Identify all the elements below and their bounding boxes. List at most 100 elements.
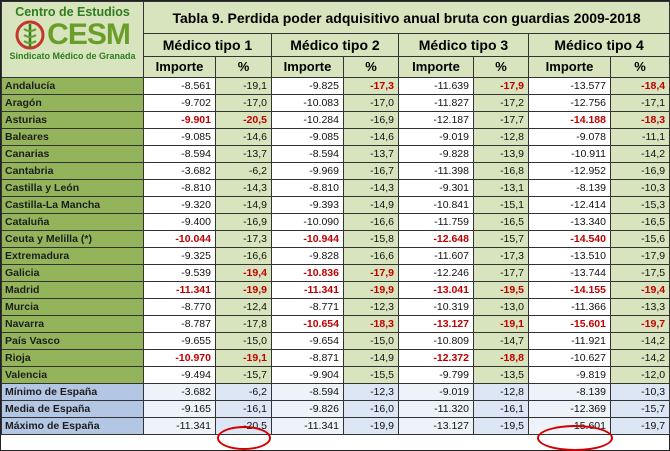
- summary-importe-cell: -15.601: [528, 417, 611, 435]
- region-label: Madrid: [1, 281, 144, 299]
- summary-percent-cell: -12,8: [473, 383, 529, 401]
- logo-top-text: Centro de Estudios: [15, 5, 130, 19]
- importe-cell: -11.341: [271, 281, 344, 299]
- importe-cell: -9.655: [143, 332, 216, 350]
- summary-percent-cell: -19,9: [343, 417, 399, 435]
- importe-cell: -9.494: [143, 366, 216, 384]
- percent-cell: -17,7: [473, 111, 529, 129]
- importe-cell: -9.969: [271, 162, 344, 180]
- importe-cell: -9.085: [271, 128, 344, 146]
- percent-cell: -15,0: [215, 332, 272, 350]
- importe-cell: -10.809: [398, 332, 474, 350]
- summary-row: Media de España -9.165 -16,1 -9.826 -16,0 -11…: [1, 400, 670, 418]
- importe-cell: -12.187: [398, 111, 474, 129]
- percent-cell: -18,4: [609, 77, 670, 95]
- percent-cell: -17,8: [215, 315, 272, 333]
- summary-percent-cell: -16,0: [343, 400, 399, 418]
- table-row: Aragón -9.702 -17,0 -10.083 -17,0 -11.827 -17,…: [1, 94, 670, 112]
- importe-cell: -9.904: [271, 366, 344, 384]
- importe-cell: -8.771: [271, 298, 344, 316]
- percent-cell: -14,9: [343, 349, 399, 367]
- summary-percent-cell: -19,7: [609, 417, 670, 435]
- table-row: Castilla y León -8.810 -14,3 -8.810 -14,3 -9.…: [1, 179, 670, 197]
- percent-cell: -18,3: [609, 111, 670, 129]
- table-row: Madrid -11.341 -19,9 -11.341 -19,9 -13.041 -19…: [1, 281, 670, 299]
- percent-cell: -19,1: [215, 349, 272, 367]
- table-row: Rioja -10.970 -19,1 -8.871 -14,9 -12.372 -18,8…: [1, 349, 670, 367]
- percent-cell: -16,5: [609, 213, 670, 231]
- percent-cell: -13,7: [215, 145, 272, 163]
- percent-cell: -18,3: [343, 315, 399, 333]
- importe-cell: -15.601: [528, 315, 611, 333]
- percent-cell: -12,0: [609, 366, 670, 384]
- importe-cell: -8.810: [143, 179, 216, 197]
- cesm-logo: Centro de Estudios CESM Sindicato Médico…: [1, 1, 144, 78]
- percent-cell: -17,3: [473, 247, 529, 265]
- importe-cell: -11.921: [528, 332, 611, 350]
- percent-cell: -19,1: [473, 315, 529, 333]
- region-label: Cantabria: [1, 162, 144, 180]
- region-label: Navarra: [1, 315, 144, 333]
- percent-cell: -16,6: [343, 247, 399, 265]
- logo-bottom-text: Sindicato Médico de Granada: [9, 51, 136, 61]
- importe-cell: -10.627: [528, 349, 611, 367]
- importe-cell: -10.970: [143, 349, 216, 367]
- table-title: Tabla 9. Perdida poder adquisitivo anual…: [142, 1, 670, 34]
- percent-cell: -14,6: [215, 128, 272, 146]
- column-group-header: Médico tipo 2: [271, 33, 399, 57]
- importe-cell: -13.340: [528, 213, 611, 231]
- importe-cell: -12.246: [398, 264, 474, 282]
- percent-cell: -13,9: [473, 145, 529, 163]
- percent-cell: -17,2: [473, 94, 529, 112]
- table-row: Valencia -9.494 -15,7 -9.904 -15,5 -9.799 -13,…: [1, 366, 670, 384]
- summary-percent-cell: -12,3: [343, 383, 399, 401]
- region-label: País Vasco: [1, 332, 144, 350]
- summary-percent-cell: -10,3: [609, 383, 670, 401]
- summary-row: Máximo de España -11.341 -20,5 -11.341 -19,9…: [1, 417, 670, 435]
- importe-cell: -8.594: [143, 145, 216, 163]
- importe-cell: -8.810: [271, 179, 344, 197]
- summary-importe-cell: -8.139: [528, 383, 611, 401]
- importe-cell: -9.828: [398, 145, 474, 163]
- percent-cell: -13,7: [343, 145, 399, 163]
- region-label: Aragón: [1, 94, 144, 112]
- percent-cell: -15,8: [343, 230, 399, 248]
- table-row: País Vasco -9.655 -15,0 -9.654 -15,0 -10.809-…: [1, 332, 670, 350]
- percent-cell: -15,5: [343, 366, 399, 384]
- data-table: Centro de Estudios CESM Sindicato Médico…: [1, 1, 670, 435]
- importe-cell: -8.787: [143, 315, 216, 333]
- summary-importe-cell: -13.127: [398, 417, 474, 435]
- importe-cell: -13.577: [528, 77, 611, 95]
- importe-cell: -10.044: [143, 230, 216, 248]
- percent-cell: -16,6: [215, 247, 272, 265]
- percent-cell: -17,0: [343, 94, 399, 112]
- percent-cell: -19,5: [473, 281, 529, 299]
- importe-cell: -9.825: [271, 77, 344, 95]
- importe-cell: -9.828: [271, 247, 344, 265]
- percent-cell: -17,9: [343, 264, 399, 282]
- percent-cell: -12,3: [343, 298, 399, 316]
- importe-cell: -10.841: [398, 196, 474, 214]
- importe-cell: -9.320: [143, 196, 216, 214]
- percent-cell: -17,3: [215, 230, 272, 248]
- importe-cell: -9.078: [528, 128, 611, 146]
- table-row: Murcia -8.770 -12,4 -8.771 -12,3 -10.319 -13,0…: [1, 298, 670, 316]
- importe-cell: -12.952: [528, 162, 611, 180]
- table-row: Andalucía -8.561 -19,1 -9.825 -17,3 -11.639 -1…: [1, 77, 670, 95]
- importe-cell: -8.871: [271, 349, 344, 367]
- importe-cell: -13.127: [398, 315, 474, 333]
- summary-percent-cell: -16,1: [473, 400, 529, 418]
- percent-cell: -12,4: [215, 298, 272, 316]
- percent-cell: -19,1: [215, 77, 272, 95]
- percent-cell: -15,6: [609, 230, 670, 248]
- summary-percent-cell: -15,7: [609, 400, 670, 418]
- region-label: Murcia: [1, 298, 144, 316]
- region-label: Galicia: [1, 264, 144, 282]
- percent-header: %: [473, 56, 529, 78]
- importe-cell: -9.085: [143, 128, 216, 146]
- percent-cell: -14,2: [609, 332, 670, 350]
- importe-cell: -12.756: [528, 94, 611, 112]
- percent-cell: -14,7: [473, 332, 529, 350]
- importe-cell: -9.654: [271, 332, 344, 350]
- percent-cell: -19,4: [609, 281, 670, 299]
